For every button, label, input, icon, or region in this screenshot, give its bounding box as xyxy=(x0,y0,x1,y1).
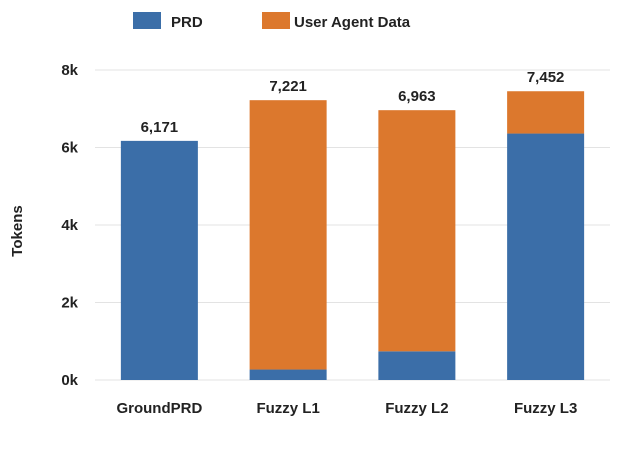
legend-label-0: PRD xyxy=(171,14,203,31)
y-axis-ticks: 0k 2k 4k 6k 8k xyxy=(61,62,78,389)
x-tick-label-0: GroundPRD xyxy=(116,400,202,417)
bar-prd-0 xyxy=(120,140,198,380)
legend-swatch-0 xyxy=(133,12,161,29)
total-labels: 6,171 7,221 6,963 7,452 xyxy=(141,69,565,136)
x-tick-label-3: Fuzzy L3 xyxy=(514,400,577,417)
y-tick-label-2: 4k xyxy=(61,217,78,234)
bars xyxy=(120,91,585,380)
total-label-0: 6,171 xyxy=(141,119,179,136)
total-label-1: 7,221 xyxy=(269,78,307,95)
bar-user-agent-data-2 xyxy=(378,110,456,352)
bar-user-agent-data-1 xyxy=(249,100,327,370)
x-axis-labels: GroundPRD Fuzzy L1 Fuzzy L2 Fuzzy L3 xyxy=(116,400,577,417)
y-tick-label-4: 8k xyxy=(61,62,78,79)
bar-prd-3 xyxy=(507,133,585,380)
total-label-2: 6,963 xyxy=(398,88,436,105)
legend: PRD User Agent Data xyxy=(133,12,411,31)
x-tick-label-2: Fuzzy L2 xyxy=(385,400,448,417)
y-tick-label-1: 2k xyxy=(61,295,78,312)
y-tick-label-0: 0k xyxy=(61,372,78,389)
bar-prd-1 xyxy=(249,369,327,380)
bar-user-agent-data-3 xyxy=(507,91,585,134)
y-tick-label-3: 6k xyxy=(61,140,78,157)
legend-label-1: User Agent Data xyxy=(294,14,411,31)
bar-prd-2 xyxy=(378,351,456,380)
y-axis-title: Tokens xyxy=(9,205,26,256)
x-tick-label-1: Fuzzy L1 xyxy=(256,400,319,417)
total-label-3: 7,452 xyxy=(527,69,565,86)
legend-swatch-1 xyxy=(262,12,290,29)
